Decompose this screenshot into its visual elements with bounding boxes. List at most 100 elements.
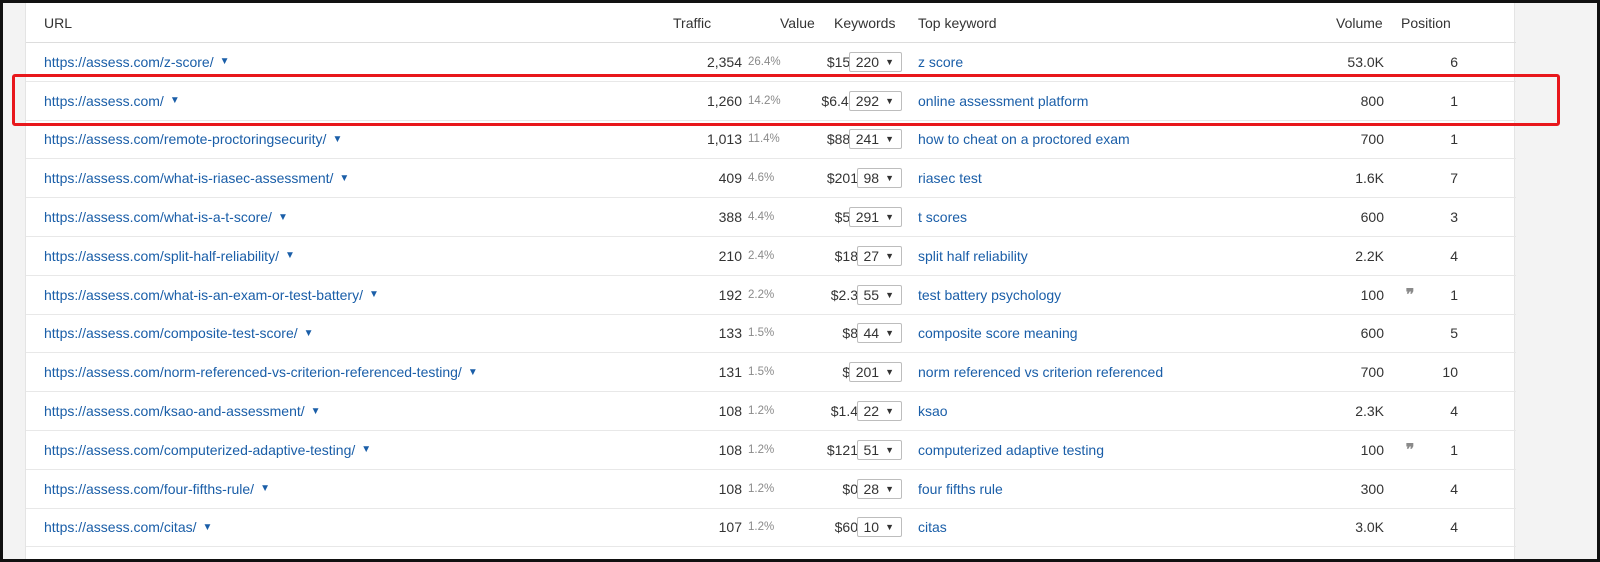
caret-down-icon[interactable]: ▼	[284, 250, 295, 262]
quote-cell: ❞	[1400, 431, 1420, 469]
caret-down-icon[interactable]: ▼	[277, 211, 288, 223]
top-keyword-link[interactable]: test battery psychology	[918, 286, 1062, 303]
caret-down-icon[interactable]: ▼	[339, 172, 350, 184]
url-link[interactable]: https://assess.com/norm-referenced-vs-cr…	[44, 364, 462, 381]
keywords-dropdown[interactable]: 241 ▼	[848, 129, 902, 150]
keywords-count: 292	[855, 92, 880, 109]
url-link[interactable]: https://assess.com/composite-test-score/	[44, 325, 298, 342]
caret-down-icon: ▼	[885, 134, 894, 145]
traffic-cell: 409 4.6%	[636, 159, 788, 197]
caret-down-icon[interactable]: ▼	[202, 521, 213, 533]
top-keyword-link[interactable]: four fifths rule	[918, 480, 1003, 497]
position-cell: 4	[1450, 519, 1458, 536]
col-header-volume[interactable]: Volume	[1336, 14, 1383, 31]
top-keyword-link[interactable]: computerized adaptive testing	[918, 441, 1104, 458]
position-cell: 4	[1450, 480, 1458, 497]
position-cell: 1	[1450, 92, 1458, 109]
traffic-percent: 1.2%	[748, 405, 775, 418]
col-header-value[interactable]: Value	[780, 14, 815, 31]
top-keyword-link[interactable]: online assessment platform	[918, 92, 1089, 109]
url-link[interactable]: https://assess.com/	[44, 92, 164, 109]
caret-down-icon[interactable]: ▼	[219, 56, 230, 68]
col-header-keywords[interactable]: Keywords	[834, 14, 896, 31]
traffic-percent: 4.6%	[748, 172, 775, 185]
caret-down-icon[interactable]: ▼	[361, 444, 372, 456]
traffic-value: 107	[718, 519, 742, 536]
keywords-dropdown[interactable]: 55 ▼	[856, 284, 902, 305]
keywords-cell: 22 ▼	[834, 392, 902, 430]
caret-down-icon[interactable]: ▼	[310, 405, 321, 417]
url-link[interactable]: https://assess.com/four-fifths-rule/	[44, 480, 255, 497]
position-cell: 4	[1450, 403, 1458, 420]
traffic-percent: 1.5%	[748, 327, 775, 340]
url-link[interactable]: https://assess.com/split-half-reliabilit…	[44, 247, 279, 264]
caret-down-icon[interactable]: ▼	[369, 289, 379, 301]
keywords-count: 44	[863, 325, 880, 342]
position-cell: 1	[1450, 286, 1458, 303]
keywords-cell: 201 ▼	[834, 353, 902, 391]
col-header-position[interactable]: Position	[1401, 14, 1451, 31]
url-cell: https://assess.com/ksao-and-assessment/ …	[44, 392, 321, 430]
top-keyword-link[interactable]: norm referenced vs criterion referenced	[918, 364, 1164, 381]
keywords-dropdown[interactable]: 27 ▼	[856, 245, 902, 266]
url-link[interactable]: https://assess.com/remote-proctoringsecu…	[44, 131, 327, 148]
position-cell: 4	[1450, 247, 1458, 264]
top-keyword-link[interactable]: riasec test	[918, 170, 982, 187]
top-keyword-link[interactable]: citas	[918, 519, 947, 536]
top-keyword-cell: riasec test	[918, 159, 982, 197]
volume-cell: 100	[1360, 286, 1384, 303]
col-header-url[interactable]: URL	[44, 14, 73, 31]
caret-down-icon[interactable]: ▼	[260, 483, 270, 495]
keywords-dropdown[interactable]: 292 ▼	[848, 90, 902, 111]
position-cell: 6	[1450, 53, 1458, 70]
traffic-percent: 2.4%	[748, 249, 775, 262]
volume-cell: 53.0K	[1347, 53, 1384, 70]
keywords-count: 241	[855, 131, 880, 148]
top-keyword-link[interactable]: how to cheat on a proctored exam	[918, 131, 1130, 148]
url-cell: https://assess.com/ ▼	[44, 82, 180, 120]
value-cell: $201	[826, 170, 858, 187]
traffic-cell: 108 1.2%	[636, 470, 788, 508]
keywords-dropdown[interactable]: 10 ▼	[856, 517, 902, 538]
keywords-count: 291	[855, 209, 880, 226]
top-keyword-link[interactable]: composite score meaning	[918, 325, 1078, 342]
caret-down-icon[interactable]: ▼	[467, 366, 478, 378]
table-row: https://assess.com/split-half-reliabilit…	[26, 237, 1516, 276]
keywords-cell: 241 ▼	[834, 121, 902, 159]
top-keyword-link[interactable]: z score	[918, 53, 964, 70]
keywords-dropdown[interactable]: 201 ▼	[848, 362, 902, 383]
url-link[interactable]: https://assess.com/what-is-riasec-assess…	[44, 170, 334, 187]
keywords-cell: 10 ▼	[834, 509, 902, 547]
url-cell: https://assess.com/four-fifths-rule/ ▼	[44, 470, 270, 508]
top-keyword-link[interactable]: t scores	[918, 209, 968, 226]
keywords-dropdown[interactable]: 291 ▼	[848, 207, 902, 228]
keywords-dropdown[interactable]: 51 ▼	[856, 439, 902, 460]
url-link[interactable]: https://assess.com/what-is-an-exam-or-te…	[44, 286, 363, 303]
url-link[interactable]: https://assess.com/z-score/	[44, 53, 214, 70]
url-link[interactable]: https://assess.com/ksao-and-assessment/	[44, 403, 305, 420]
col-header-top-keyword[interactable]: Top keyword	[918, 14, 997, 31]
top-pages-table: URL Traffic Value Keywords Top keyword V…	[26, 3, 1516, 548]
caret-down-icon: ▼	[885, 173, 894, 184]
keywords-count: 28	[863, 480, 880, 497]
traffic-percent: 1.5%	[748, 366, 775, 379]
table-row: https://assess.com/remote-proctoringsecu…	[26, 121, 1516, 160]
keywords-dropdown[interactable]: 98 ▼	[856, 168, 902, 189]
position-cell: 1	[1450, 131, 1458, 148]
keywords-dropdown[interactable]: 220 ▼	[848, 51, 902, 72]
caret-down-icon[interactable]: ▼	[303, 327, 314, 339]
top-keyword-link[interactable]: split half reliability	[918, 247, 1028, 264]
top-keyword-link[interactable]: ksao	[918, 403, 948, 420]
keywords-dropdown[interactable]: 44 ▼	[856, 323, 902, 344]
keywords-dropdown[interactable]: 22 ▼	[856, 401, 902, 422]
url-link[interactable]: https://assess.com/what-is-a-t-score/	[44, 209, 272, 226]
col-header-traffic[interactable]: Traffic	[673, 14, 712, 31]
url-link[interactable]: https://assess.com/citas/	[44, 519, 197, 536]
keywords-count: 55	[863, 286, 880, 303]
caret-down-icon[interactable]: ▼	[169, 95, 180, 107]
keywords-cell: 220 ▼	[834, 43, 902, 81]
keywords-dropdown[interactable]: 28 ▼	[856, 478, 902, 499]
url-link[interactable]: https://assess.com/computerized-adaptive…	[44, 441, 356, 458]
caret-down-icon[interactable]: ▼	[332, 133, 343, 145]
top-keyword-cell: split half reliability	[918, 237, 1028, 275]
